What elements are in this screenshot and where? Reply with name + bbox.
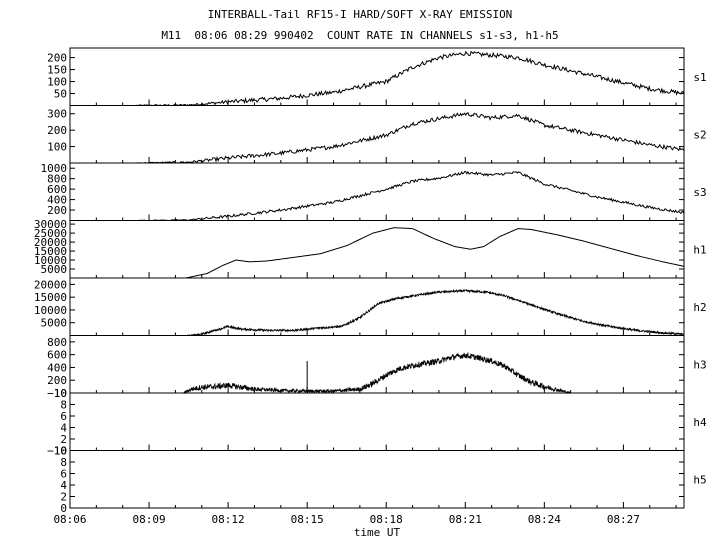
x-tick-label: 08:21 [449, 513, 482, 526]
chart-title: INTERBALL-Tail RF15-I HARD/SOFT X-RAY EM… [207, 8, 513, 21]
y-tick-label-h4: 10 [54, 387, 67, 400]
y-tick-label-h2: 5000 [41, 317, 68, 330]
y-tick-label-h4: 4 [60, 422, 67, 435]
panel-frame-h5 [69, 450, 685, 509]
y-tick-label-h5: 0 [60, 502, 67, 515]
y-tick-label-h3: 200 [47, 374, 67, 387]
data-series-h3 [183, 351, 571, 395]
y-tick-label-s1: 200 [47, 52, 67, 65]
channel-label-s1: s1 [693, 71, 706, 84]
x-tick-label: 08:06 [53, 513, 86, 526]
y-tick-label-h4: −10 [47, 387, 67, 400]
y-tick-label-h5: −10 [47, 445, 67, 458]
x-tick-label: 08:24 [528, 513, 561, 526]
y-tick-label-h1: 30000 [34, 218, 67, 231]
x-axis-label: time UT [354, 526, 401, 539]
channel-label-h3: h3 [693, 358, 706, 371]
panel-frame-h4 [69, 392, 685, 451]
y-tick-label-h5: 4 [60, 479, 67, 492]
y-tick-label-h5: 8 [60, 456, 67, 469]
y-tick-label-s3: 1000 [41, 162, 68, 175]
y-tick-label-h3: 400 [47, 361, 67, 374]
data-series-s1 [135, 50, 685, 107]
y-tick-label-h2: 10000 [34, 304, 67, 317]
data-series-h2 [185, 288, 685, 337]
y-tick-label-s3: 400 [47, 194, 67, 207]
y-tick-label-h1: 20000 [34, 236, 67, 249]
y-tick-label-h2: 15000 [34, 291, 67, 304]
y-tick-label-h1: 25000 [34, 227, 67, 240]
y-tick-label-s3: 600 [47, 183, 67, 196]
panel-frame-h2 [69, 277, 685, 336]
x-tick-label: 08:27 [607, 513, 640, 526]
y-tick-label-h4: 6 [60, 410, 67, 423]
y-tick-label-h5: 6 [60, 468, 67, 481]
y-tick-label-h5: 10 [54, 445, 67, 458]
channel-label-h2: h2 [693, 301, 706, 314]
x-tick-label: 08:12 [212, 513, 245, 526]
channel-label-s2: s2 [693, 128, 706, 141]
channel-label-h1: h1 [693, 243, 706, 256]
channel-label-h4: h4 [693, 416, 707, 429]
channel-label-s3: s3 [693, 186, 706, 199]
x-tick-label: 08:18 [370, 513, 403, 526]
y-tick-label-s2: 200 [47, 124, 67, 137]
panel-frame-h1 [69, 220, 685, 279]
y-tick-label-s2: 300 [47, 108, 67, 121]
chart-subtitle: M11 08:06 08:29 990402 COUNT RATE IN CHA… [161, 29, 559, 42]
y-tick-label-h3: 800 [47, 336, 67, 349]
y-tick-label-s2: 100 [47, 141, 67, 154]
y-tick-label-h3: 600 [47, 349, 67, 362]
y-tick-label-s3: 800 [47, 173, 67, 186]
panel-frame-s1 [69, 47, 685, 106]
y-tick-label-h4: 8 [60, 399, 67, 412]
x-tick-label: 08:15 [291, 513, 324, 526]
data-series-s3 [135, 170, 685, 222]
y-tick-label-s1: 50 [54, 88, 67, 101]
y-tick-label-h5: 2 [60, 491, 67, 504]
y-tick-label-h1: 10000 [34, 254, 67, 267]
y-tick-label-s1: 150 [47, 64, 67, 77]
data-series-h1 [162, 227, 685, 279]
y-tick-label-h4: 0 [60, 445, 67, 458]
y-tick-label-h4: 2 [60, 433, 67, 446]
y-tick-label-h2: 20000 [34, 278, 67, 291]
channel-label-h5: h5 [693, 473, 706, 486]
y-tick-label-h1: 15000 [34, 245, 67, 258]
y-tick-label-s3: 200 [47, 204, 67, 217]
x-tick-label: 08:09 [132, 513, 165, 526]
data-series-s2 [135, 112, 685, 164]
y-tick-label-h1: 5000 [41, 263, 68, 276]
y-tick-label-s1: 100 [47, 76, 67, 89]
